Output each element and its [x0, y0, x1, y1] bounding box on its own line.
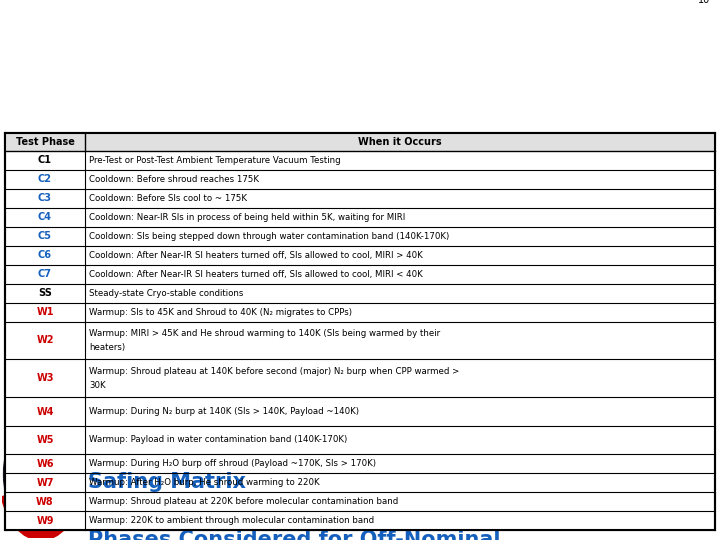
Text: Warmup: During N₂ burp at 140K (SIs > 140K, Payload ~140K): Warmup: During N₂ burp at 140K (SIs > 14… — [89, 407, 359, 416]
Text: GENCO
ENGINEERING: GENCO ENGINEERING — [590, 488, 629, 498]
Text: Phases Considered for Off-Nominal: Phases Considered for Off-Nominal — [88, 530, 500, 540]
Text: C3: C3 — [38, 193, 52, 204]
Text: C4: C4 — [38, 212, 52, 222]
Text: Boeing: Boeing — [509, 488, 536, 496]
Text: W3: W3 — [36, 373, 54, 383]
Text: heaters): heaters) — [89, 343, 125, 352]
Text: Cooldown: SIs being stepped down through water contamination band (140K-170K): Cooldown: SIs being stepped down through… — [89, 232, 449, 241]
Text: JWST: JWST — [34, 516, 48, 521]
Text: Safing Matrix: Safing Matrix — [88, 472, 246, 492]
Text: NASA: NASA — [510, 443, 534, 452]
Text: NORTHROP  GRUMMAN: NORTHROP GRUMMAN — [572, 416, 680, 426]
Text: 10: 10 — [698, 0, 710, 5]
Text: Test Phase: Test Phase — [16, 137, 74, 147]
Text: When it Occurs: When it Occurs — [358, 137, 442, 147]
Text: JWST: JWST — [29, 441, 53, 450]
Text: W4: W4 — [36, 407, 54, 416]
Text: Warmup: Shroud plateau at 140K before second (major) N₂ burp when CPP warmed >: Warmup: Shroud plateau at 140K before se… — [89, 367, 459, 376]
Text: Pre-Test or Post-Test Ambient Temperature Vacuum Testing: Pre-Test or Post-Test Ambient Temperatur… — [89, 156, 341, 165]
Text: W1: W1 — [36, 307, 54, 317]
Text: C5: C5 — [38, 231, 52, 241]
Text: Cooldown: After Near-IR SI heaters turned off, SIs allowed to cool, MIRI < 40K: Cooldown: After Near-IR SI heaters turne… — [89, 269, 423, 279]
Text: W2: W2 — [36, 335, 54, 346]
Text: Warmup: 220K to ambient through molecular contamination band: Warmup: 220K to ambient through molecula… — [89, 516, 374, 525]
Text: W5: W5 — [36, 435, 54, 445]
Text: Cooldown: Before SIs cool to ~ 175K: Cooldown: Before SIs cool to ~ 175K — [89, 194, 247, 203]
Text: Cooldown: Before shroud reaches 175K: Cooldown: Before shroud reaches 175K — [89, 175, 259, 184]
Text: C7: C7 — [38, 269, 52, 279]
Text: Steady-state Cryo-stable conditions: Steady-state Cryo-stable conditions — [89, 288, 243, 298]
Text: SS: SS — [38, 288, 52, 298]
Text: W6: W6 — [36, 458, 54, 469]
Text: 30K: 30K — [89, 381, 106, 389]
Text: HARRIS: HARRIS — [621, 448, 691, 462]
Text: W8: W8 — [36, 497, 54, 507]
Text: Cooldown: Near-IR SIs in process of being held within 5K, waiting for MIRI: Cooldown: Near-IR SIs in process of bein… — [89, 213, 405, 222]
Text: Warmup: SIs to 45K and Shroud to 40K (N₂ migrates to CPPs): Warmup: SIs to 45K and Shroud to 40K (N₂… — [89, 308, 352, 316]
Text: Warmup: During H₂O burp off shroud (Payload ~170K, SIs > 170K): Warmup: During H₂O burp off shroud (Payl… — [89, 459, 376, 468]
Text: C2: C2 — [38, 174, 52, 185]
Text: W7: W7 — [36, 477, 54, 488]
Text: Warmup: Shroud plateau at 220K before molecular contamination band: Warmup: Shroud plateau at 220K before mo… — [89, 497, 398, 506]
Text: C1: C1 — [38, 156, 52, 165]
Text: Warmup: After H₂O burp, He shroud warming to 220K: Warmup: After H₂O burp, He shroud warmin… — [89, 478, 320, 487]
Text: C6: C6 — [38, 250, 52, 260]
Text: Warmup: MIRI > 45K and He shroud warming to 140K (SIs being warmed by their: Warmup: MIRI > 45K and He shroud warming… — [89, 329, 440, 339]
Text: W9: W9 — [36, 516, 54, 525]
Text: Warmup: Payload in water contamination band (140K-170K): Warmup: Payload in water contamination b… — [89, 435, 347, 444]
Circle shape — [485, 428, 560, 468]
Text: ✦: ✦ — [30, 472, 52, 496]
Circle shape — [4, 413, 78, 536]
Text: Cooldown: After Near-IR SI heaters turned off, SIs allowed to cool, MIRI > 40K: Cooldown: After Near-IR SI heaters turne… — [89, 251, 423, 260]
